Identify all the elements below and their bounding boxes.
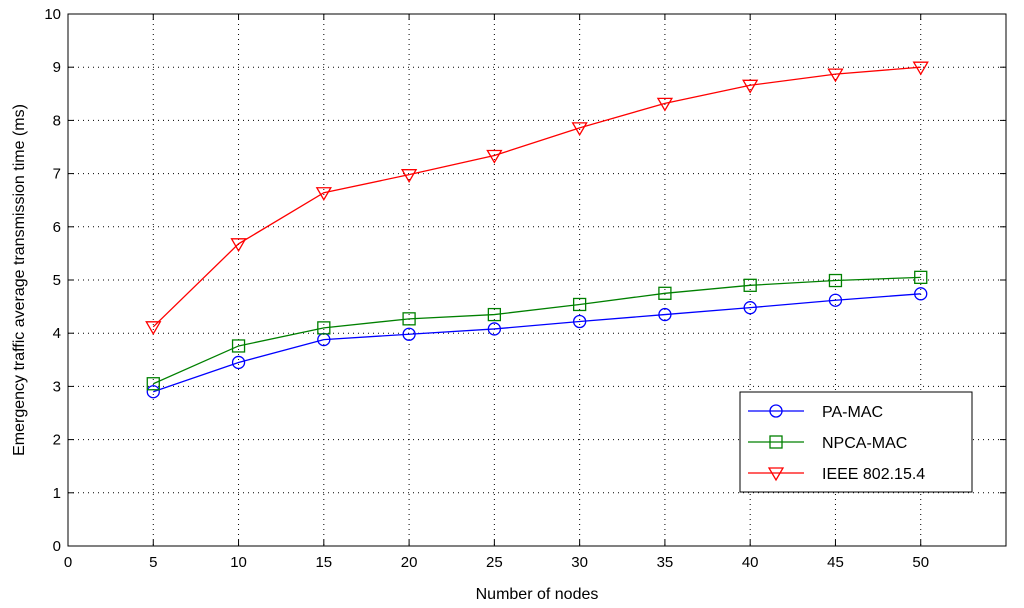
data-point	[914, 270, 928, 284]
y-tick-label: 9	[53, 59, 61, 76]
legend-marker	[769, 435, 783, 449]
legend-marker	[769, 404, 783, 418]
y-tick-label: 3	[53, 378, 61, 395]
data-point	[914, 287, 928, 301]
x-tick-label: 5	[149, 554, 157, 571]
data-point	[146, 377, 160, 391]
data-point	[658, 307, 672, 322]
legend-label: PA-MAC	[822, 404, 883, 421]
x-tick-label: 15	[315, 554, 332, 571]
data-point	[231, 339, 246, 353]
data-point	[572, 314, 587, 329]
legend-label: NPCA-MAC	[822, 435, 907, 452]
legend-item: NPCA-MAC	[748, 435, 907, 452]
y-axis-label: Emergency traffic average transmission t…	[11, 104, 28, 456]
data-point	[400, 169, 418, 183]
x-tick-label: 0	[64, 554, 72, 571]
legend-item: PA-MAC	[748, 404, 883, 421]
x-tick-label: 25	[486, 554, 503, 571]
data-point	[658, 286, 672, 300]
data-point	[912, 61, 929, 76]
x-tick-label: 45	[827, 554, 844, 571]
data-point	[743, 278, 757, 292]
data-point	[571, 122, 588, 137]
y-tick-label: 10	[44, 6, 61, 23]
data-point	[145, 321, 162, 336]
series-line	[153, 276, 921, 385]
series	[145, 61, 929, 399]
series-line	[153, 293, 921, 393]
x-tick-label: 40	[742, 554, 759, 571]
y-tick-label: 4	[53, 325, 61, 342]
legend-label: IEEE 802.15.4	[822, 466, 925, 483]
series-line	[152, 66, 921, 328]
x-tick-label: 30	[571, 554, 588, 571]
x-tick-label: 10	[230, 554, 247, 571]
x-tick-label: 50	[912, 554, 929, 571]
data-point	[402, 312, 416, 326]
y-tick-label: 5	[53, 272, 61, 289]
data-point	[146, 385, 160, 399]
data-point	[315, 187, 332, 202]
data-point	[572, 297, 587, 312]
x-tick-label: 20	[401, 554, 418, 571]
data-point	[317, 321, 331, 335]
legend-item: IEEE 802.15.4	[748, 466, 925, 483]
y-tick-label: 7	[53, 166, 61, 183]
y-tick-label: 1	[53, 485, 61, 502]
data-point	[743, 301, 757, 315]
y-tick-label: 2	[53, 432, 61, 449]
data-point	[486, 149, 503, 164]
data-point	[656, 97, 674, 112]
data-point	[230, 238, 247, 253]
data-point	[828, 273, 843, 288]
x-tick-label: 35	[657, 554, 674, 571]
data-point	[487, 322, 502, 336]
data-point	[402, 327, 416, 341]
y-tick-label: 8	[53, 112, 61, 129]
series-ieee-802-15-4	[145, 61, 929, 336]
series-npca-mac	[146, 270, 928, 391]
legend-marker	[767, 467, 785, 482]
data-point	[827, 68, 844, 83]
data-point	[742, 79, 759, 94]
data-point	[487, 307, 502, 322]
data-point	[231, 355, 246, 370]
legend: PA-MAC NPCA-MAC IEEE 802.15.4	[739, 391, 973, 493]
data-point	[828, 293, 843, 307]
y-tick-label: 6	[53, 219, 61, 236]
y-tick-label: 0	[53, 538, 61, 555]
x-axis-label: Number of nodes	[476, 586, 599, 603]
